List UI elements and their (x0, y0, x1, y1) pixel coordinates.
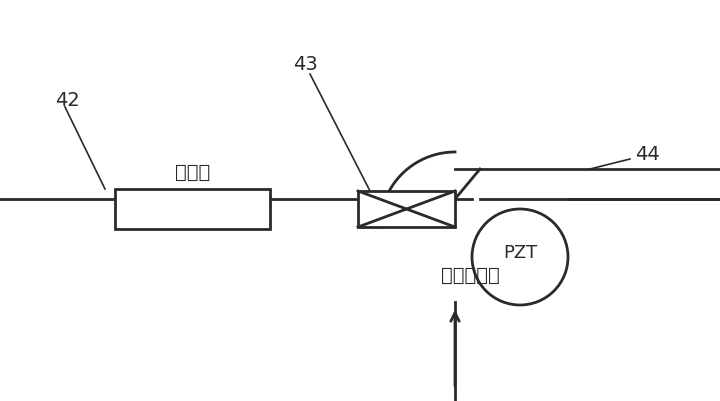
Text: 44: 44 (635, 145, 660, 164)
Circle shape (472, 209, 568, 305)
Text: 42: 42 (55, 90, 80, 109)
Bar (115, 190, 270, 229)
Text: PZT: PZT (503, 243, 537, 261)
Bar (358, 192, 455, 227)
Text: 调制耦合器: 调制耦合器 (441, 265, 500, 284)
Text: 偏振器: 偏振器 (175, 162, 210, 181)
Text: 43: 43 (292, 55, 318, 74)
